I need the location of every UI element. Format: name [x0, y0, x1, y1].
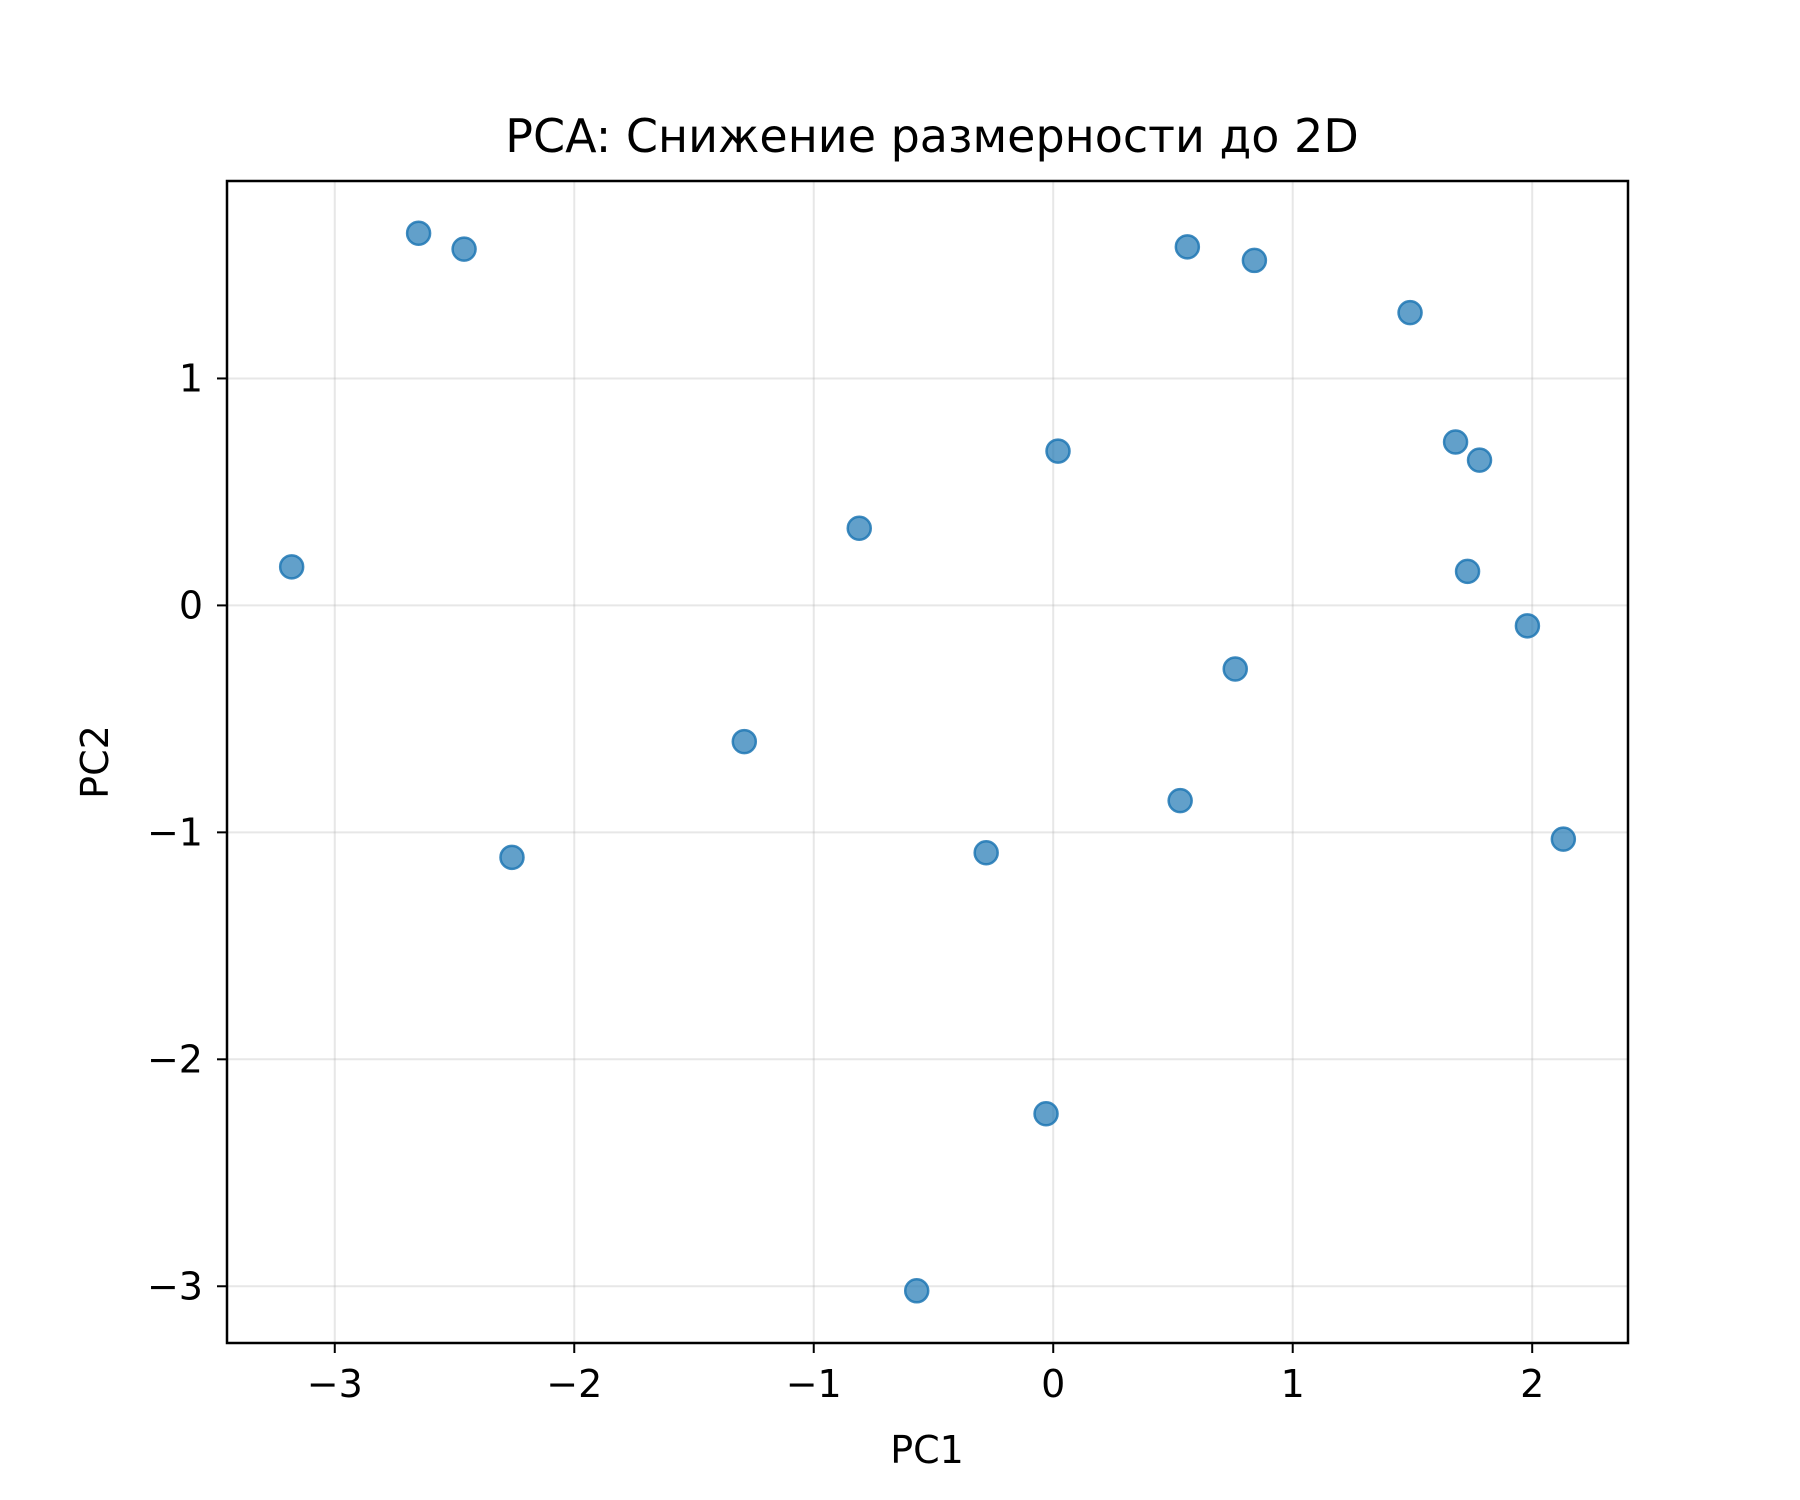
scatter-points [278, 220, 1577, 1304]
scatter-point [731, 728, 758, 755]
scatter-point [1550, 826, 1577, 852]
scatter-point [903, 1278, 930, 1304]
x-tick-label: 0 [1041, 1362, 1065, 1406]
x-tick-label: 1 [1281, 1362, 1305, 1406]
scatter-point [451, 236, 477, 262]
scatter-point [278, 554, 305, 580]
x-tick-label: 2 [1520, 1362, 1544, 1406]
scatter-point [1241, 247, 1268, 274]
x-axis-label: PC1 [890, 1428, 964, 1472]
scatter-point [1222, 656, 1248, 682]
scatter-point [1045, 438, 1071, 464]
x-tick-label: −3 [307, 1362, 363, 1406]
plot-area-frame [225, 179, 1630, 1345]
y-tick-label: 1 [179, 356, 203, 400]
scatter-point [1167, 787, 1193, 814]
scatter-point [499, 844, 525, 871]
y-tick-label: −3 [147, 1264, 203, 1308]
y-tick-label: 0 [179, 583, 203, 627]
scatter-point [1174, 234, 1201, 260]
scatter-point [846, 515, 872, 541]
scatter-point [1033, 1101, 1059, 1127]
scatter-point [973, 840, 999, 866]
y-tick-label: −2 [147, 1037, 203, 1081]
scatter-point [1442, 429, 1469, 455]
scatter-point [405, 220, 432, 246]
grid-lines [227, 181, 1628, 1343]
y-axis-label: PC2 [73, 725, 117, 799]
y-tick-label: −1 [147, 810, 203, 854]
x-tick-label: −2 [546, 1362, 602, 1406]
scatter-point [1454, 558, 1481, 585]
scatter-point [1466, 447, 1493, 473]
chart-title: PCA: Снижение размерности до 2D [505, 109, 1359, 163]
scatter-point [1397, 299, 1423, 326]
axis-ticks: −3 −2 −1 0 1 2 −3 −2 −1 0 1 [147, 356, 1544, 1406]
x-tick-label: −1 [786, 1362, 842, 1406]
scatter-point [1514, 613, 1541, 639]
